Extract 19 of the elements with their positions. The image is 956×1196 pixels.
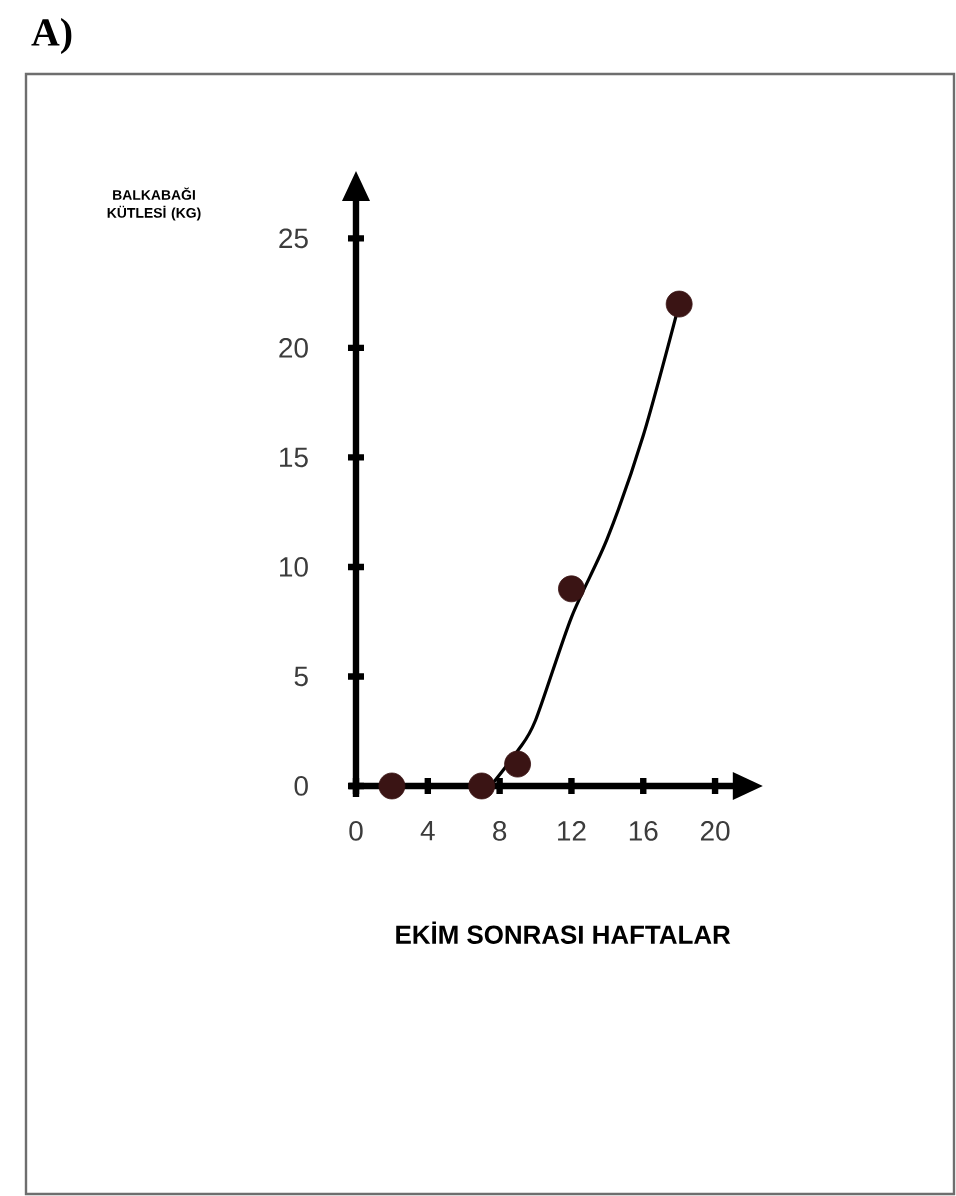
y-tick-label: 20 bbox=[279, 337, 308, 358]
point bbox=[665, 290, 693, 318]
point bbox=[558, 575, 585, 603]
point bbox=[468, 772, 496, 800]
y-tick-label: 0 bbox=[294, 776, 308, 796]
x-tick-label: 16 bbox=[629, 821, 658, 841]
x-tick-label: 0 bbox=[349, 821, 363, 841]
y-tick-label: 15 bbox=[280, 447, 308, 468]
point bbox=[504, 750, 531, 778]
x-tick-label: 12 bbox=[558, 821, 586, 841]
y-tick-label: 10 bbox=[280, 557, 308, 577]
x-tick-label: 8 bbox=[493, 821, 507, 841]
x-tick-label: 4 bbox=[420, 821, 435, 841]
x-tick-label: 20 bbox=[700, 821, 730, 841]
y-tick-label: 25 bbox=[279, 228, 308, 249]
x-axis-title: EKİM SONRASI HAFTALAR bbox=[396, 921, 731, 944]
chart-title: A) bbox=[31, 17, 72, 55]
point bbox=[378, 772, 406, 800]
y-tick-label: 5 bbox=[294, 666, 308, 687]
